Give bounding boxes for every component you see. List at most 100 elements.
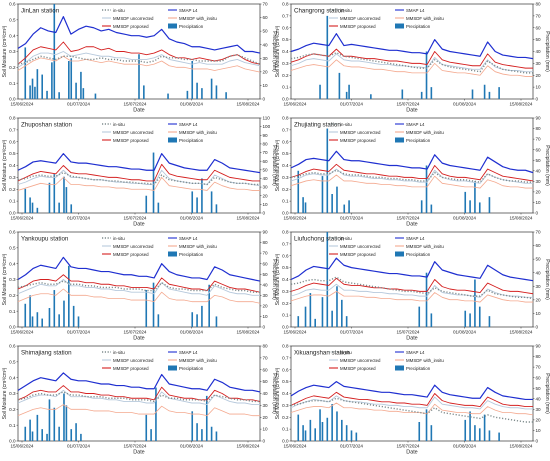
y-tick-label: 0.2 (282, 415, 289, 420)
legend-label-proposed: MMSDF proposed (340, 138, 376, 143)
x-tick-label: 01/07/2024 (67, 102, 90, 107)
y2-tick-label: 80 (263, 142, 269, 147)
station-panel-4: Zhujiating station in-situ SMAP L4 MMSDF un… (275, 116, 550, 228)
precip-bar (191, 191, 194, 213)
precip-bar (29, 419, 31, 442)
legend-label-precip: Precipitation (406, 138, 431, 143)
y2-tick-label: 80 (536, 354, 542, 359)
precip-bar (31, 78, 34, 99)
y-tick-label: 0.5 (9, 245, 16, 250)
y-tick-label: 0.1 (282, 199, 289, 204)
y-tick-label: 0.3 (9, 175, 16, 180)
precip-bar (155, 387, 157, 441)
precip-bar (201, 429, 203, 442)
precip-bar (343, 204, 346, 213)
legend-label-smap: SMAP L4 (179, 350, 198, 355)
series-line-proposed (290, 391, 533, 408)
y2-tick-label: 0 (536, 211, 539, 216)
precip-bar (201, 178, 203, 213)
precip-bar (483, 84, 486, 99)
x-tick-label: 15/08/2024 (237, 216, 260, 221)
precip-bar (24, 47, 27, 99)
precip-bar (152, 152, 155, 213)
x-tick-label: 15/06/2024 (11, 330, 34, 335)
y2-axis-label: Precipitation (mm) (271, 373, 277, 414)
precip-bar (314, 428, 316, 441)
precip-bar (425, 51, 428, 99)
precip-bar (63, 176, 65, 213)
panel-title: Yankoupu station (21, 236, 69, 243)
y2-tick-label: 70 (263, 2, 269, 7)
legend-label-smap: SMAP L4 (179, 236, 198, 241)
y2-tick-label: 60 (263, 15, 269, 20)
x-tick-label: 15/07/2024 (124, 330, 147, 335)
precip-bar (321, 297, 324, 327)
series-line-uncorrected (17, 279, 260, 296)
precip-bar (425, 165, 428, 213)
series-line-insitu (17, 171, 260, 186)
y-tick-label: 0.1 (9, 309, 16, 314)
y2-tick-label: 70 (263, 150, 269, 155)
y-tick-label: 0.2 (9, 65, 16, 70)
y2-tick-label: 10 (263, 83, 269, 88)
precip-bar (29, 197, 31, 213)
y2-tick-label: 90 (263, 230, 269, 235)
precip-bar (53, 407, 56, 441)
precip-bar (24, 188, 27, 213)
precip-bar (469, 411, 471, 441)
precip-bar (51, 62, 53, 99)
y2-tick-label: 90 (536, 344, 542, 349)
station-panel-5: Yankoupu station in-situ SMAP L4 MMSDF unco… (2, 230, 277, 342)
precip-bar (215, 204, 218, 213)
series-line-with-insitu (290, 290, 533, 303)
y2-tick-label: 50 (536, 158, 542, 163)
plot-frame (290, 3, 534, 100)
y-tick-label: 0.3 (282, 289, 289, 294)
y2-axis-label: Precipitation (mm) (271, 259, 277, 300)
y-tick-label: 0.0 (9, 97, 16, 102)
precip-bar (157, 202, 160, 213)
y2-tick-label: 30 (263, 185, 269, 190)
x-tick-label: 15/06/2024 (11, 216, 34, 221)
y2-tick-label: 0 (536, 97, 539, 102)
y2-tick-label: 60 (536, 375, 542, 380)
legend-label-smap: SMAP L4 (406, 350, 425, 355)
legend-swatch-precipitation (395, 137, 404, 143)
x-tick-label: 01/08/2024 (180, 102, 203, 107)
precip-bar (302, 425, 304, 441)
precip-bar (53, 4, 56, 99)
x-axis-label: Date (133, 108, 144, 114)
precip-bar (36, 207, 39, 213)
x-tick-label: 15/08/2024 (510, 444, 533, 449)
x-axis-label: Date (406, 222, 417, 228)
precip-bar (326, 15, 329, 100)
precip-bar (63, 300, 65, 327)
series-line-smap (290, 381, 533, 401)
y-tick-label: 0.2 (282, 187, 289, 192)
precip-bar (68, 61, 70, 99)
panel-title: Liufuchong station (294, 236, 345, 243)
y2-tick-label: 40 (536, 270, 542, 275)
precip-bar (464, 419, 467, 441)
legend-label-precip: Precipitation (179, 24, 204, 29)
precip-bar (186, 90, 189, 99)
y-tick-label: 0.3 (9, 391, 16, 396)
precip-bar (63, 393, 65, 441)
x-tick-label: 15/06/2024 (11, 102, 34, 107)
y2-tick-label: 50 (536, 386, 542, 391)
y-tick-label: 0.4 (9, 261, 16, 266)
series-line-insitu (17, 53, 261, 65)
precip-bar (215, 431, 218, 441)
x-tick-label: 01/08/2024 (180, 216, 203, 221)
series-line-uncorrected (17, 51, 261, 68)
precip-bar (348, 84, 350, 99)
legend-label-insitu: in-situ (340, 236, 352, 241)
y-tick-label: 0.8 (9, 116, 16, 121)
legend-label-insitu: in-situ (113, 236, 125, 241)
y-tick-label: 0.2 (9, 407, 16, 412)
legend-swatch-precipitation (168, 137, 177, 143)
precip-bar (418, 422, 421, 441)
y-tick-label: 0.7 (9, 127, 16, 132)
precip-bar (350, 430, 353, 441)
y2-tick-label: 60 (536, 243, 542, 248)
